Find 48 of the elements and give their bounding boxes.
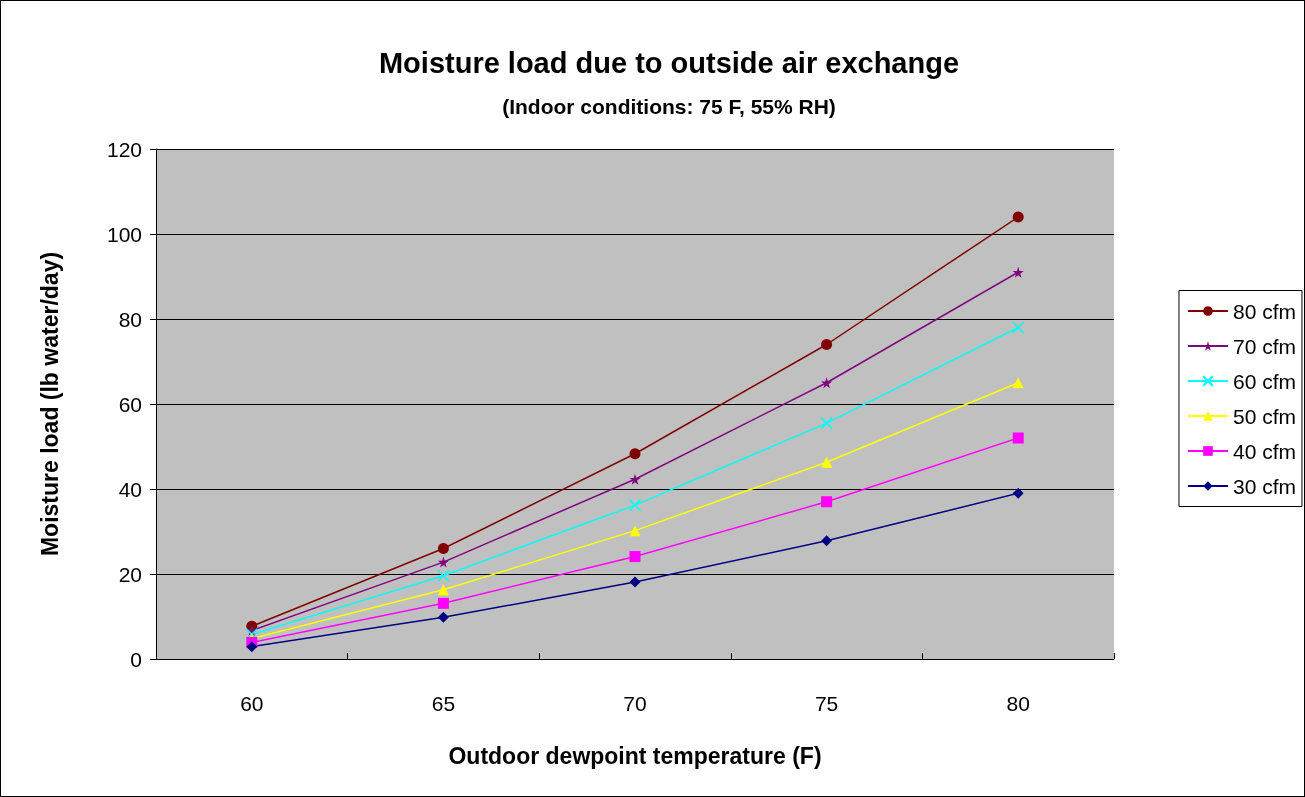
point [437,597,449,609]
point [437,611,449,623]
x-tick-label: 65 [431,692,456,715]
point [629,576,641,588]
chart-subtitle: (Indoor conditions: 75 F, 55% RH) [502,95,836,118]
point [628,498,642,512]
point [1011,321,1025,334]
y-tick-label: 100 [106,222,142,246]
point [821,456,833,468]
point [821,535,833,547]
x-axis-title: Outdoor dewpoint temperature (F) [448,742,822,769]
point [1012,211,1024,223]
point [1012,487,1024,499]
point [1012,377,1024,389]
point [821,496,833,508]
x-tick-label: 70 [623,692,647,715]
legend-label: 40 cfm [1232,439,1297,463]
point [437,543,449,554]
chart-title: Moisture load due to outside air exchange [378,46,960,79]
y-tick-label: 0 [130,647,142,671]
y-tick-label: 60 [118,392,142,416]
point [437,569,450,582]
point [821,377,833,389]
y-tick-label: 80 [118,307,142,331]
point [629,525,641,537]
y-axis-title: Moisture load (lb water/day) [36,251,63,557]
legend-label: 50 cfm [1232,404,1297,428]
x-tick-label: 60 [240,692,264,715]
point [245,628,259,641]
point [629,473,641,485]
point [820,416,833,430]
point [1012,266,1024,278]
x-tick-label: 75 [814,692,839,715]
point [437,556,449,568]
legend-label: 70 cfm [1232,334,1297,358]
point [246,641,258,653]
point [821,339,833,350]
point [437,584,449,596]
y-tick-label: 120 [106,137,142,161]
x-tick-label: 80 [1006,692,1030,715]
point [1012,432,1024,444]
y-tick-label: 40 [118,477,142,501]
legend-label: 80 cfm [1232,299,1297,323]
point [629,448,641,460]
legend-label: 60 cfm [1232,369,1297,393]
y-tick-label: 20 [118,562,142,586]
legend-label: 30 cfm [1232,474,1297,498]
point [629,551,641,563]
